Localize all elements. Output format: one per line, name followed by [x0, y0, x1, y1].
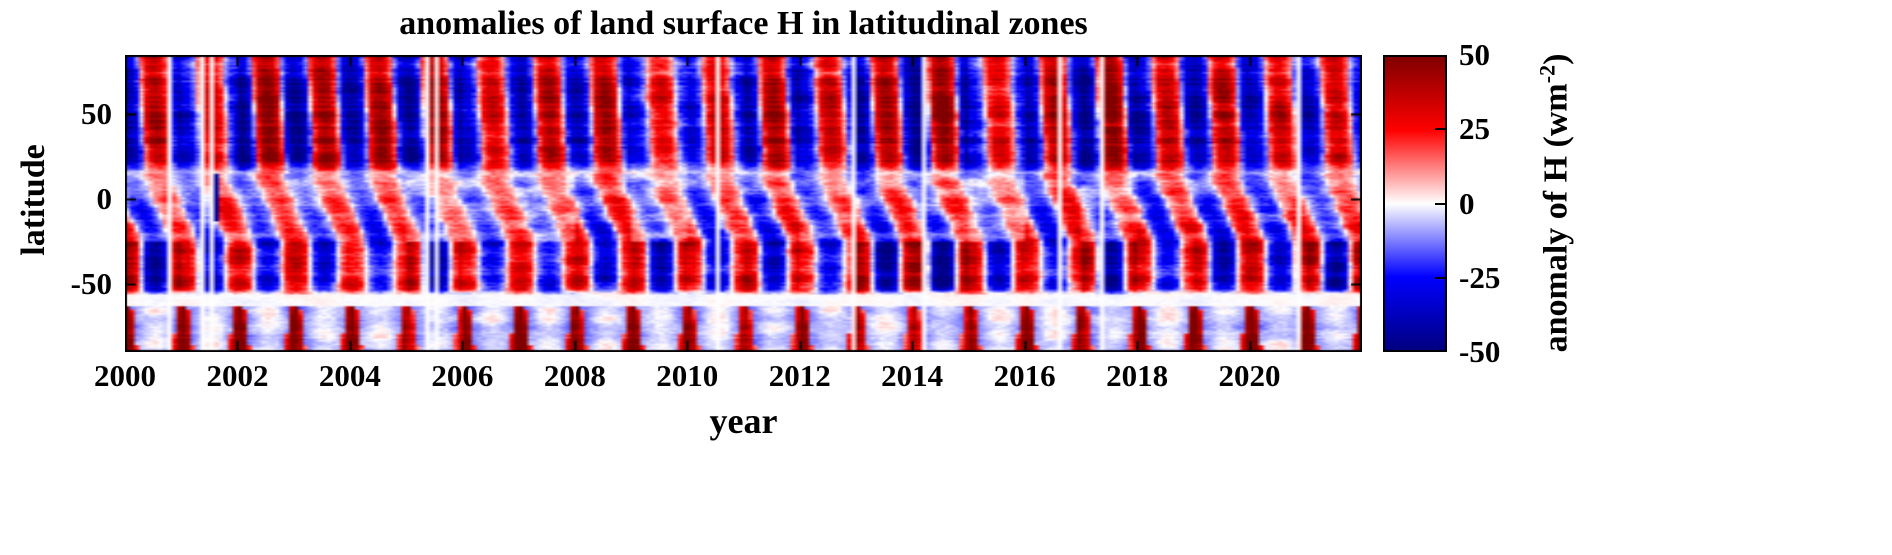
x-tick-label-2008: 2008: [543, 358, 606, 393]
x-tick-label-2000: 2000: [94, 358, 156, 393]
x-tick-label-2018: 2018: [1106, 358, 1169, 393]
colorbar-label-suffix: ): [1537, 53, 1575, 65]
colorbar: [1383, 55, 1447, 352]
colorbar-tick-label-0: 0: [1459, 185, 1475, 221]
x-tick-label-2004: 2004: [318, 358, 381, 393]
colorbar-tick-label-50: 50: [1459, 37, 1490, 72]
x-tick-label-2012: 2012: [768, 358, 831, 393]
x-tick-label-2014: 2014: [881, 358, 944, 393]
x-tick-label-2002: 2002: [206, 358, 269, 393]
colorbar-tick-mark: [1435, 128, 1445, 131]
x-tick-label-2006: 2006: [431, 358, 494, 393]
colorbar-tick-label--50: -50: [1459, 334, 1501, 369]
y-tick-label--50: -50: [70, 266, 112, 302]
colorbar-tick-mark: [1435, 276, 1445, 279]
y-tick-label-50: 50: [81, 96, 112, 132]
x-axis-label: year: [709, 401, 778, 441]
colorbar-label-exponent: -2: [1534, 64, 1560, 84]
colorbar-tick-label-25: 25: [1459, 111, 1490, 147]
x-tick-label-2016: 2016: [993, 358, 1056, 393]
colorbar-tick-mark: [1435, 202, 1445, 205]
chart-title: anomalies of land surface H in latitudin…: [399, 5, 1088, 42]
y-tick-label-0: 0: [96, 181, 113, 217]
colorbar-label: anomaly of H (wm-2): [1534, 54, 1575, 353]
colorbar-tick-label--25: -25: [1459, 259, 1501, 295]
colorbar-label-prefix: anomaly of H (wm: [1537, 83, 1575, 353]
x-tick-label-2010: 2010: [656, 358, 719, 393]
x-tick-label-2020: 2020: [1218, 358, 1281, 393]
heatmap-plot: [125, 55, 1362, 352]
